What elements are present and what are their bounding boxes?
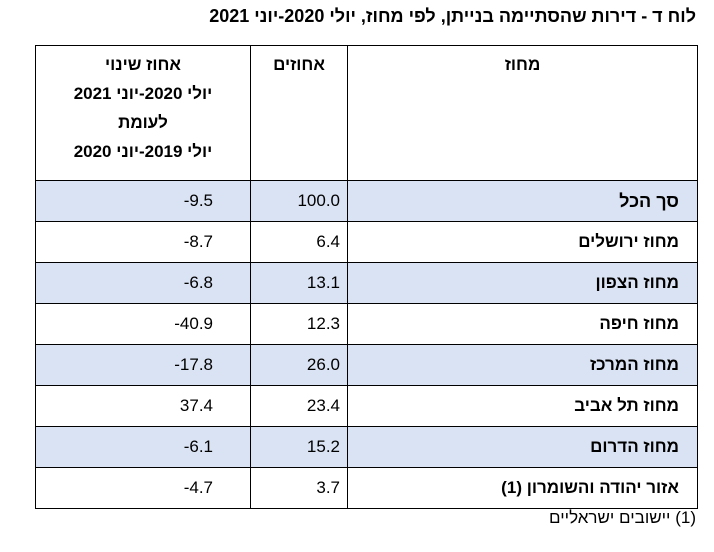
percent-cell: 23.4	[250, 385, 348, 427]
percent-cell: 15.2	[250, 426, 348, 468]
change-cell: -4.7	[35, 467, 251, 509]
district-cell: אזור יהודה והשומרון (1)	[347, 467, 698, 509]
table-row: מחוז המרכז 26.0 -17.8	[35, 344, 698, 386]
district-cell: מחוז תל אביב	[347, 385, 698, 427]
change-cell: -40.9	[35, 303, 251, 345]
district-cell: מחוז ירושלים	[347, 221, 698, 263]
percent-cell: 26.0	[250, 344, 348, 386]
table-row: סך הכל 100.0 -9.5	[35, 180, 698, 222]
district-cell: מחוז חיפה	[347, 303, 698, 345]
header-cell: אחוז שינוי יולי 2020-יוני 2021 לעומת יולי 2…	[35, 45, 251, 181]
table-row: מחוז תל אביב 23.4 37.4	[35, 385, 698, 427]
district-cell: מחוז המרכז	[347, 344, 698, 386]
percent-cell: 3.7	[250, 467, 348, 509]
header-cell: מחוז	[347, 45, 698, 181]
header-cell: אחוזים	[250, 45, 348, 181]
header-line: יולי 2020-יוני 2021	[73, 84, 213, 103]
table-row: מחוז הצפון 13.1 -6.8	[35, 262, 698, 304]
footnote: (1) יישובים ישראליים	[549, 508, 696, 527]
percent-cell: 100.0	[250, 180, 348, 222]
change-cell: -6.1	[35, 426, 251, 468]
table-title: לוח ד - דירות שהסתיימה בנייתן, לפי מחוז,…	[209, 6, 696, 26]
table: מחוז אחוזים אחוז שינוי יולי 2020-יוני 202…	[35, 45, 698, 509]
table-row: מחוז הדרום 15.2 -6.1	[35, 426, 698, 468]
table-row: אזור יהודה והשומרון (1) 3.7 -4.7	[35, 467, 698, 509]
district-cell: מחוז הצפון	[347, 262, 698, 304]
district-cell: סך הכל	[347, 180, 698, 222]
table-row: מחוז חיפה 12.3 -40.9	[35, 303, 698, 345]
change-cell: -6.8	[35, 262, 251, 304]
change-cell: -9.5	[35, 180, 251, 222]
percent-cell: 12.3	[250, 303, 348, 345]
change-cell: -17.8	[35, 344, 251, 386]
change-cell: -8.7	[35, 221, 251, 263]
change-cell: 37.4	[35, 385, 251, 427]
header-line: יולי 2019-יוני 2020	[73, 142, 213, 161]
header-line: לעומת	[118, 113, 168, 132]
percent-cell: 13.1	[250, 262, 348, 304]
header-row: מחוז אחוזים אחוז שינוי יולי 2020-יוני 202…	[35, 45, 698, 181]
district-cell: מחוז הדרום	[347, 426, 698, 468]
percent-cell: 6.4	[250, 221, 348, 263]
table-row: מחוז ירושלים 6.4 -8.7	[35, 221, 698, 263]
header-line: אחוז שינוי	[105, 55, 181, 74]
